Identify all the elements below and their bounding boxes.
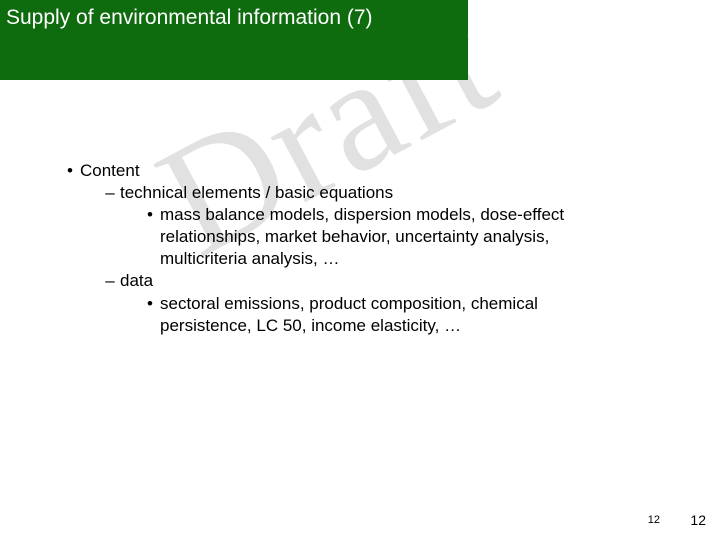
bullet-marker-l3: •: [140, 204, 160, 226]
page-number-outer: 12: [690, 512, 706, 528]
bullet-l3-text-line1: sectoral emissions, product composition,…: [160, 294, 538, 313]
bullet-l1-text: Content: [80, 161, 140, 180]
slide: Draft Supply of environmental informatio…: [0, 0, 720, 540]
bullet-l3-sectoral-cont1: persistence, LC 50, income elasticity, …: [160, 315, 660, 337]
bullet-l3-sectoral: •sectoral emissions, product composition…: [140, 293, 660, 315]
bullet-l3-mass-balance: •mass balance models, dispersion models,…: [140, 204, 660, 226]
bullet-marker-l1: •: [60, 160, 80, 182]
page-number-inner: 12: [648, 514, 660, 526]
content-area: •Content –technical elements / basic equ…: [60, 160, 660, 337]
bullet-marker-l2: –: [100, 182, 120, 204]
slide-title: Supply of environmental information (7): [6, 6, 373, 29]
bullet-l3-mass-balance-cont2: multicriteria analysis, …: [160, 248, 660, 270]
bullet-l3-text-line2: relationships, market behavior, uncertai…: [160, 227, 549, 246]
bullet-marker-l2: –: [100, 270, 120, 292]
title-bar: Supply of environmental information (7): [0, 0, 468, 80]
bullet-l3-mass-balance-cont1: relationships, market behavior, uncertai…: [160, 226, 660, 248]
bullet-l2-technical: –technical elements / basic equations: [100, 182, 660, 204]
bullet-l3-text-line2: persistence, LC 50, income elasticity, …: [160, 316, 461, 335]
bullet-l2-text: technical elements / basic equations: [120, 183, 393, 202]
bullet-l2-data: –data: [100, 270, 660, 292]
bullet-l2-text: data: [120, 271, 153, 290]
bullet-l3-text-line3: multicriteria analysis, …: [160, 249, 340, 268]
bullet-l1-content: •Content: [60, 160, 660, 182]
bullet-l3-text-line1: mass balance models, dispersion models, …: [160, 205, 564, 224]
bullet-marker-l3: •: [140, 293, 160, 315]
